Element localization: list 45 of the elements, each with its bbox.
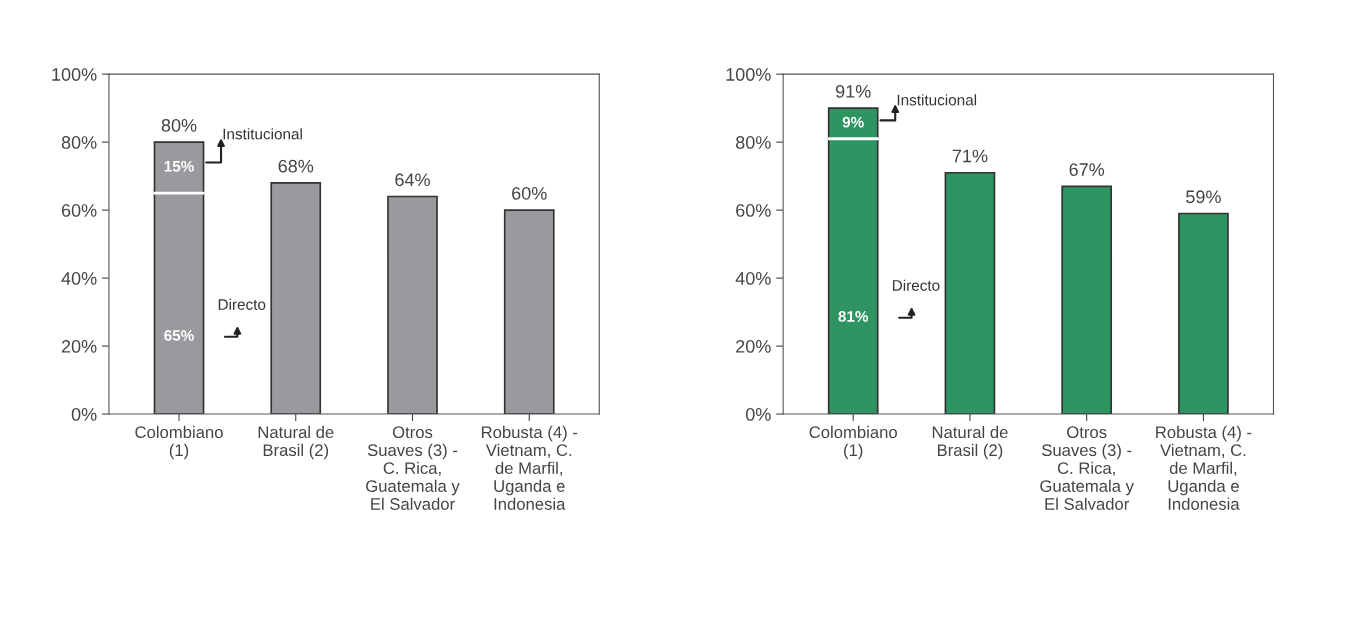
series-label: Institucional xyxy=(897,94,977,106)
total-label: 59% xyxy=(1186,190,1221,204)
bar xyxy=(827,137,879,415)
y-tick-label: 100% xyxy=(726,68,771,81)
y-tick-label: 100% xyxy=(52,68,97,81)
x-tick-label: Otros Suaves (3) - C. Rica, Guatemala y El Salvador xyxy=(1040,426,1134,510)
series-label: Directo xyxy=(218,298,266,310)
bar xyxy=(153,141,205,194)
total-label: 71% xyxy=(952,149,988,163)
bar xyxy=(387,195,438,415)
x-tick-label: Robusta (4) - Vietnam, C. de Marfil, Uganda e Indonesia xyxy=(1156,425,1252,510)
x-tick-label: Natural de Brasil (2) xyxy=(932,425,1008,460)
y-tick-label: 60% xyxy=(736,204,771,217)
y-tick-label: 20% xyxy=(736,340,771,353)
y-tick-label: 0% xyxy=(71,407,97,421)
x-tick-label: Colombiano (1) xyxy=(135,425,223,460)
x-tick-label: Robusta (4) - Vietnam, C. de Marfil, Uganda e Indonesia xyxy=(481,425,578,510)
data-label: 65% xyxy=(164,330,194,341)
bar xyxy=(944,171,996,415)
total-label: 80% xyxy=(161,118,197,132)
x-tick-label: Natural de Brasil (2) xyxy=(258,425,334,460)
y-tick-label: 80% xyxy=(61,136,97,149)
bar xyxy=(153,192,205,415)
y-tick-label: 80% xyxy=(735,136,771,149)
total-label: 67% xyxy=(1069,163,1105,176)
bar xyxy=(1178,212,1229,415)
x-tick-label: Colombiano (1) xyxy=(809,425,897,460)
y-tick-label: 20% xyxy=(61,340,97,353)
data-label: 15% xyxy=(164,160,194,172)
total-label: 60% xyxy=(512,186,547,200)
y-tick-label: 0% xyxy=(745,407,771,421)
total-label: 91% xyxy=(835,85,871,98)
bar xyxy=(1061,185,1113,415)
series-label: Directo xyxy=(892,279,940,291)
data-label: 81% xyxy=(838,310,869,322)
x-tick-label: Otros Suaves (3) - C. Rica, Guatemala y El Salvador xyxy=(366,426,460,510)
total-label: 64% xyxy=(395,173,430,187)
series-label: Institucional xyxy=(223,128,302,140)
data-label: 9% xyxy=(842,116,864,128)
total-label: 68% xyxy=(278,159,314,173)
bar xyxy=(503,209,555,415)
y-tick-label: 40% xyxy=(61,272,97,285)
bar xyxy=(270,182,322,415)
y-tick-label: 40% xyxy=(735,272,771,285)
y-tick-label: 60% xyxy=(61,204,97,217)
